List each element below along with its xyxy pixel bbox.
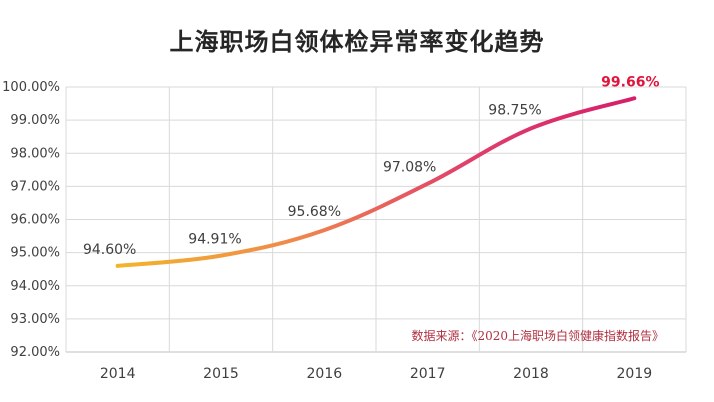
data-label: 97.08% [383, 160, 436, 176]
x-tick-label: 2017 [410, 366, 446, 382]
data-label: 94.60% [83, 242, 136, 258]
x-axis-ticks: 2014 2015 2016 2017 2018 2019 [100, 366, 652, 382]
y-tick-label: 100.00% [2, 80, 60, 95]
y-tick-label: 98.00% [10, 146, 60, 161]
x-tick-label: 2018 [513, 366, 549, 382]
data-labels: 94.60% 94.91% 95.68% 97.08% 98.75% 99.66% [83, 74, 660, 258]
chart-title: 上海职场白领体检异常率变化趋势 [169, 28, 545, 56]
y-tick-label: 99.00% [10, 113, 60, 128]
y-tick-label: 97.00% [10, 179, 60, 194]
y-axis-ticks: 92.00% 93.00% 94.00% 95.00% 96.00% 97.00% 98.0… [2, 80, 60, 360]
source-annotation: 数据来源：《2020上海职场白领健康指数报告》 [411, 328, 664, 343]
x-tick-label: 2016 [307, 366, 343, 382]
y-tick-label: 95.00% [10, 246, 60, 261]
data-label: 94.91% [188, 232, 241, 248]
data-label: 98.75% [488, 102, 541, 118]
data-label: 99.66% [601, 74, 659, 90]
y-tick-label: 93.00% [10, 312, 60, 327]
x-tick-label: 2014 [100, 366, 136, 382]
grid-lines [65, 86, 687, 353]
data-label: 95.68% [288, 204, 341, 220]
series-line [115, 96, 637, 268]
x-tick-label: 2019 [617, 366, 653, 382]
x-tick-label: 2015 [203, 366, 239, 382]
y-tick-label: 96.00% [10, 213, 60, 228]
y-tick-label: 94.00% [10, 279, 60, 294]
y-tick-label: 92.00% [10, 345, 60, 360]
